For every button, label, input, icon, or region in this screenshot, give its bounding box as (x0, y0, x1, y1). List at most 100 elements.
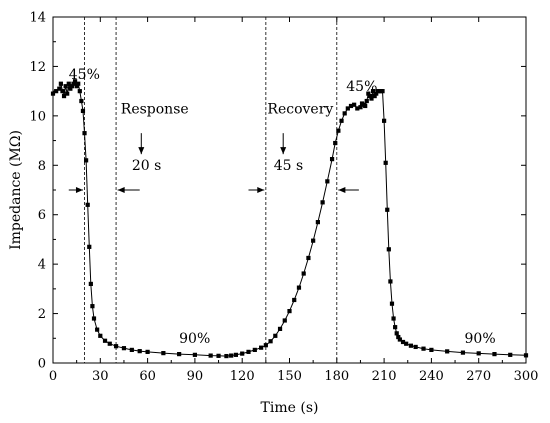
x-axis-title: Time (s) (261, 400, 319, 416)
x-tick-label-1: 30 (92, 369, 109, 384)
data-point (263, 343, 268, 348)
data-point (429, 347, 434, 353)
data-point (369, 96, 374, 101)
data-point (476, 351, 481, 356)
data-point (391, 316, 396, 321)
annotation-arrow-2 (248, 187, 265, 193)
data-point (385, 207, 390, 212)
data-point (137, 349, 142, 354)
data-point (82, 131, 87, 136)
data-point (320, 200, 325, 205)
data-point (87, 244, 92, 249)
data-point (268, 339, 273, 344)
data-point (352, 102, 357, 107)
data-point (107, 341, 112, 346)
x-tick-label-3: 90 (187, 369, 204, 384)
y-tick-label-1: 2 (38, 307, 46, 322)
data-point (113, 344, 119, 349)
data-point (58, 81, 63, 86)
data-point (383, 160, 388, 165)
data-point (333, 140, 338, 146)
data-point (259, 345, 264, 350)
data-point (508, 352, 513, 357)
data-point (396, 334, 401, 340)
data-point (389, 301, 395, 306)
data-point (367, 93, 373, 99)
data-point (306, 255, 311, 261)
data-point (339, 118, 344, 123)
annotation-label-6: 45% (346, 79, 377, 95)
data-point (95, 327, 100, 332)
data-point (445, 349, 450, 354)
data-point (192, 352, 197, 357)
y-tick-label-6: 12 (29, 60, 46, 75)
data-point (121, 346, 127, 351)
data-point (363, 103, 368, 109)
data-point (372, 93, 377, 99)
data-point (98, 333, 103, 338)
data-point (460, 350, 466, 355)
data-point (88, 281, 93, 287)
data-point (374, 91, 379, 96)
plot-content (50, 17, 529, 363)
data-point (388, 279, 393, 284)
data-point (348, 103, 354, 109)
data-point (72, 79, 78, 84)
x-tick-label-5: 150 (277, 369, 302, 384)
annotation-label-1: Response (121, 101, 189, 117)
data-point (65, 91, 70, 96)
data-point (273, 333, 278, 338)
data-point (404, 341, 409, 346)
x-tick-label-6: 180 (324, 369, 349, 384)
data-point (252, 347, 257, 353)
data-point (342, 111, 347, 116)
x-tick-label-2: 60 (139, 369, 156, 384)
data-point (408, 343, 414, 348)
data-point (60, 89, 65, 94)
annotation-arrow-1 (117, 187, 140, 193)
annotations: 45% Response 20 s 90% Recovery 45 s 45% 90% (68, 67, 496, 347)
x-tick-label-9: 270 (466, 369, 491, 384)
annotation-arrow-3 (338, 187, 359, 193)
data-point (77, 89, 82, 94)
data-point (177, 352, 182, 357)
data-point (224, 353, 229, 359)
data-point (277, 326, 283, 331)
data-point (394, 331, 399, 336)
axes: 0 30 60 90 120 150 180 210 240 270 300 0 2 4 6 8 10 12 14 (29, 11, 538, 385)
data-point (63, 84, 68, 89)
data-point (287, 309, 292, 314)
y-tick-label-4: 8 (38, 159, 46, 174)
data-point (311, 238, 316, 243)
data-point (69, 84, 75, 89)
data-point (79, 98, 84, 104)
data-point (145, 349, 150, 354)
data-point (84, 158, 89, 163)
data-point (421, 346, 426, 351)
data-point (386, 247, 391, 252)
data-point (397, 337, 402, 342)
annotation-label-7: 90% (465, 331, 496, 347)
data-point (382, 118, 387, 123)
data-point (68, 86, 73, 91)
data-point (296, 285, 302, 290)
data-point (161, 351, 166, 356)
data-point (102, 338, 108, 343)
data-point (370, 89, 376, 94)
x-tick-label-8: 240 (419, 369, 444, 384)
annotation-label-3: 90% (179, 331, 210, 347)
data-point (380, 89, 385, 94)
data-point (492, 352, 497, 357)
data-point (358, 105, 363, 110)
data-point (71, 81, 76, 86)
data-point (301, 271, 306, 276)
data-point (364, 98, 369, 104)
y-tick-label-7: 14 (29, 11, 46, 26)
annotation-label-2: 20 s (132, 158, 161, 174)
data-point (292, 297, 297, 303)
annotation-arrow-4 (138, 133, 145, 155)
y-tick-label-0: 0 (38, 357, 46, 372)
data-point (336, 128, 341, 133)
data-point (315, 220, 320, 225)
